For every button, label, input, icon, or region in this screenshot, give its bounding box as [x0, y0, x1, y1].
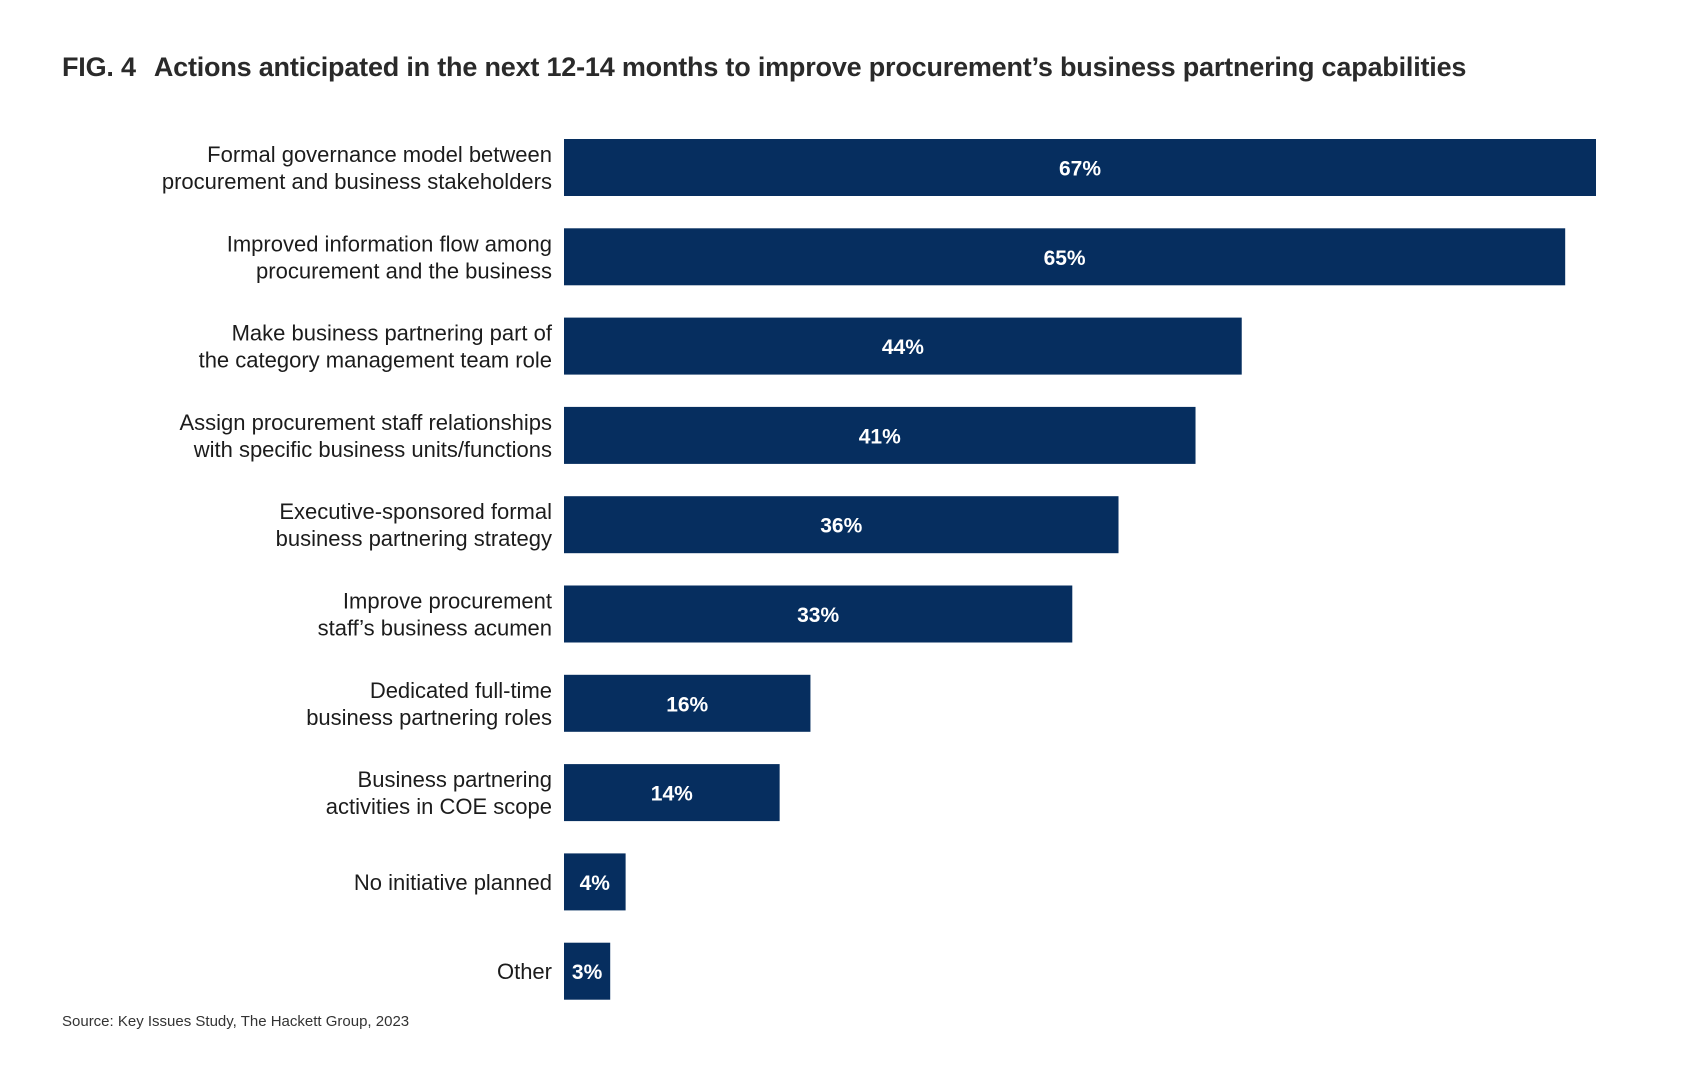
bar: [564, 406, 1196, 464]
bar: [564, 853, 626, 911]
category-label: with specific business units/functions: [193, 437, 552, 462]
category-label: business partnering roles: [306, 705, 552, 730]
bar-value-label: 67%: [1059, 158, 1101, 181]
bar: [564, 674, 811, 732]
bar-value-label: 44%: [882, 336, 924, 359]
source-note: Source: Key Issues Study, The Hackett Gr…: [62, 1013, 410, 1030]
category-label: procurement and business stakeholders: [162, 169, 552, 194]
category-label: Improve procurement: [343, 589, 552, 614]
bar: [564, 585, 1073, 643]
bar-value-label: 16%: [666, 693, 708, 716]
category-label: Improved information flow among: [227, 231, 552, 256]
category-label: Other: [497, 959, 552, 984]
category-label: procurement and the business: [256, 258, 552, 283]
category-label: business partnering strategy: [276, 526, 552, 551]
bar: [564, 496, 1119, 554]
figure-title-text: Actions anticipated in the next 12-14 mo…: [153, 52, 1467, 82]
bar-value-label: 3%: [572, 961, 603, 984]
bar-value-label: 65%: [1044, 247, 1086, 270]
category-label: Executive-sponsored formal: [279, 499, 552, 524]
bar-value-label: 14%: [651, 783, 693, 806]
figure-number: FIG. 4: [62, 52, 136, 82]
category-label: No initiative planned: [354, 870, 552, 895]
bar: [564, 139, 1596, 196]
bar: [564, 764, 780, 822]
bar-value-label: 4%: [580, 872, 611, 895]
bar-value-label: 41%: [859, 425, 901, 448]
category-label: the category management team role: [199, 348, 552, 373]
category-label: Business partnering: [358, 767, 552, 792]
category-label: staff’s business acumen: [318, 616, 552, 641]
category-label: activities in COE scope: [326, 794, 552, 819]
bar: [564, 942, 611, 1000]
bar: [564, 317, 1242, 375]
category-label: Make business partnering part of: [232, 321, 553, 346]
chart-title: FIG. 4 Actions anticipated in the next 12…: [62, 52, 1622, 83]
bar-chart: 67%Formal governance model betweenprocur…: [162, 139, 1596, 1000]
category-label: Dedicated full-time: [370, 678, 552, 703]
category-label: Formal governance model between: [207, 142, 552, 167]
bar: [564, 228, 1566, 286]
category-label: Assign procurement staff relationships: [179, 410, 552, 435]
bar-value-label: 36%: [820, 515, 862, 538]
bar-value-label: 33%: [797, 604, 839, 627]
